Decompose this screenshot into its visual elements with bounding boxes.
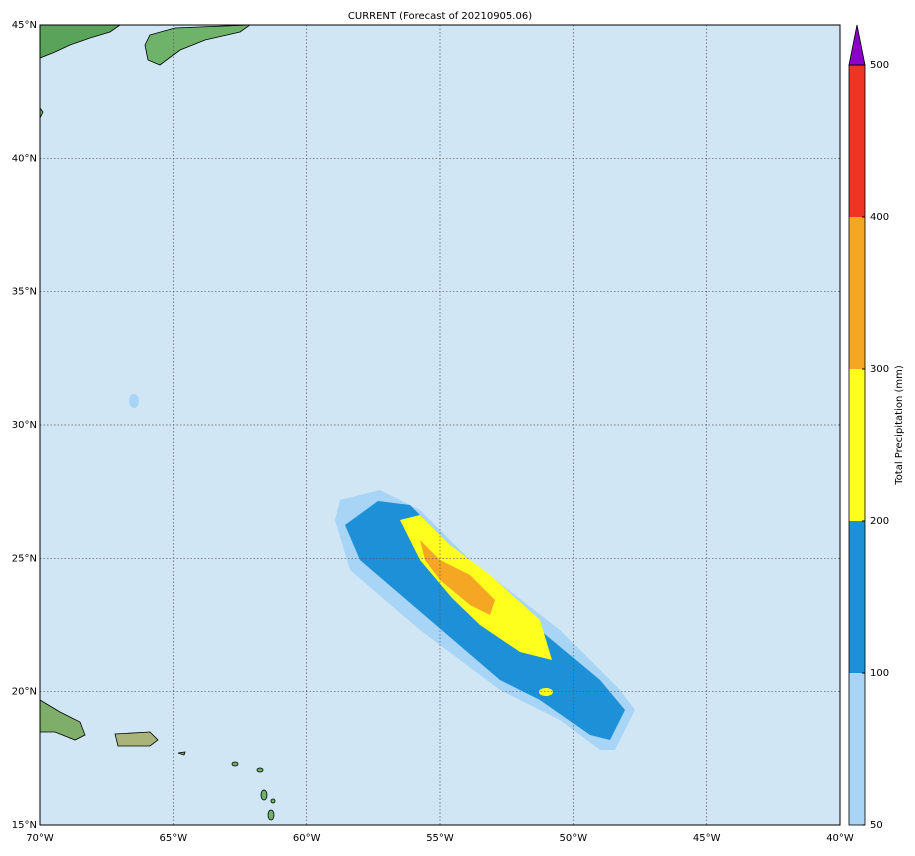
land-mass — [114, 731, 159, 747]
colorbar-tick-label: 200 — [870, 516, 889, 527]
colorbar-tick-label: 300 — [870, 364, 889, 375]
lon-tick-label: 50°W — [560, 833, 588, 844]
colorbar-segment — [849, 217, 865, 369]
lon-tick-label: 45°W — [693, 833, 721, 844]
land-mass — [39, 24, 122, 59]
precipitation — [129, 394, 635, 750]
colorbar: 50 100 200 300 400 500 — [848, 24, 889, 831]
colorbar-extension — [848, 24, 866, 66]
lat-tick-label: 40°N — [12, 153, 37, 164]
lat-tick-label: 35°N — [12, 287, 37, 298]
map-frame — [39, 24, 841, 826]
colorbar-tick-label: 500 — [870, 60, 889, 71]
island — [177, 751, 186, 756]
precip-area — [539, 688, 553, 696]
colorbar-segment — [849, 521, 865, 673]
land-mass — [39, 699, 86, 741]
lat-tick-label: 30°N — [12, 420, 37, 431]
lat-tick-label: 45°N — [12, 20, 37, 31]
land — [39, 24, 276, 821]
precip-area — [420, 540, 495, 615]
colorbar-label: Total Precipitation (mm) — [894, 365, 905, 486]
lat-tick-label: 25°N — [12, 553, 37, 564]
island — [260, 789, 268, 801]
colorbar-tick-label: 400 — [870, 212, 889, 223]
map-title: CURRENT (Forecast of 20210905.06) — [348, 11, 532, 22]
island — [231, 761, 239, 767]
colorbar-segment — [849, 673, 865, 825]
island — [270, 798, 276, 804]
precip-area — [129, 394, 139, 408]
lat-tick-label: 15°N — [12, 820, 37, 831]
colorbar-segment — [849, 65, 865, 217]
lon-tick-label: 55°W — [426, 833, 454, 844]
island — [256, 767, 264, 773]
lon-tick-label: 70°W — [26, 833, 54, 844]
lon-tick-label: 65°W — [160, 833, 188, 844]
colorbar-tick-label: 100 — [870, 668, 889, 679]
land-mass — [144, 24, 252, 66]
lon-tick-label: 60°W — [293, 833, 321, 844]
colorbar-tick-label: 50 — [870, 820, 883, 831]
island — [267, 809, 275, 821]
lon-tick-label: 40°W — [826, 833, 854, 844]
colorbar-segment — [849, 369, 865, 521]
lat-tick-label: 20°N — [12, 687, 37, 698]
colorbar-frame — [848, 64, 866, 826]
